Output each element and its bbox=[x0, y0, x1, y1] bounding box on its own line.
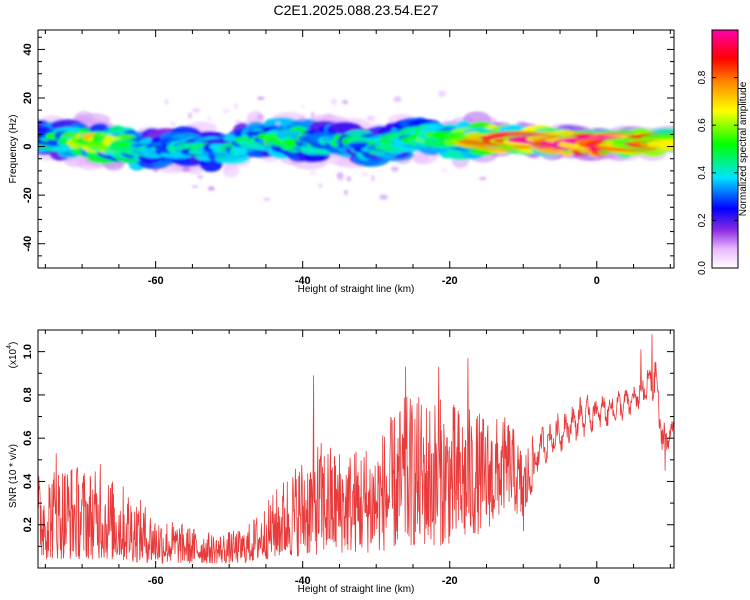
colorbar-tick-label: 0.0 bbox=[697, 261, 708, 275]
spectrogram-speckle bbox=[192, 108, 201, 113]
spectrogram-speckle bbox=[182, 166, 191, 173]
spectrogram-speckle bbox=[390, 166, 399, 172]
colorbar-tick-label: 0.4 bbox=[697, 165, 708, 179]
x-tick-label: 0 bbox=[594, 275, 600, 287]
spectrogram-speckle bbox=[330, 98, 338, 105]
y-tick-label: 1.0 bbox=[22, 344, 34, 359]
spectrogram-speckle bbox=[235, 120, 242, 124]
spectrogram-speckle bbox=[342, 100, 348, 105]
spectrogram-frame bbox=[37, 29, 675, 269]
y-tick-label: 0.4 bbox=[22, 473, 34, 489]
x-tick-label: -60 bbox=[148, 275, 164, 287]
spectrogram-speckle bbox=[275, 121, 281, 127]
colorbar-gradient bbox=[711, 29, 739, 269]
spectrogram-speckle bbox=[263, 197, 271, 201]
spectrogram-speckle bbox=[164, 98, 169, 105]
spectrogram-speckle bbox=[222, 109, 230, 113]
spectrogram-speckle bbox=[301, 104, 305, 109]
x-tick-label: 0 bbox=[594, 575, 600, 587]
spectrogram-speckle bbox=[360, 172, 369, 177]
y-tick-label: 0 bbox=[22, 144, 34, 150]
spectrogram-speckle bbox=[224, 166, 232, 171]
spectrogram-speckle bbox=[366, 115, 376, 122]
x-tick-label: -20 bbox=[442, 275, 458, 287]
snr-y-scale-exp: 4 bbox=[6, 345, 13, 349]
spectrogram-y-ticks: -40 -20 0 20 40 bbox=[22, 36, 674, 257]
snr-y-scale-close: ) bbox=[8, 342, 19, 345]
y-tick-label: 20 bbox=[22, 92, 34, 104]
spectrogram-speckle bbox=[440, 168, 448, 172]
spectrogram-x-label: Height of straight line (km) bbox=[298, 284, 415, 295]
spectrogram-speckle bbox=[337, 174, 344, 182]
snr-y-scale-base: (x10 bbox=[8, 348, 19, 368]
spectrogram-y-label: Frequency (Hz) bbox=[8, 115, 19, 184]
y-tick-label: -20 bbox=[22, 187, 34, 203]
y-tick-label: 0.8 bbox=[22, 387, 34, 402]
spectrogram-speckle bbox=[257, 96, 265, 100]
x-tick-label: -20 bbox=[442, 575, 458, 587]
spectrogram-speckle bbox=[370, 174, 375, 182]
spectrogram-speckle bbox=[438, 90, 446, 98]
colorbar-label: Normalized spectral amplitude bbox=[738, 81, 749, 216]
y-tick-label: 0.2 bbox=[22, 517, 34, 532]
spectrogram-speckle bbox=[443, 119, 450, 124]
x-tick-label: -40 bbox=[295, 275, 311, 287]
snr-y-label: SNR (10 * v/v) bbox=[8, 444, 19, 508]
spectrogram-speckle bbox=[379, 194, 388, 200]
spectrogram-speckle bbox=[207, 186, 215, 191]
colorbar: 0.0 0.2 0.4 0.6 0.8 Normalized spectral ampl… bbox=[697, 29, 749, 275]
snr-y-scale: (x104) bbox=[6, 342, 19, 369]
spectrogram-speckle bbox=[344, 189, 348, 196]
colorbar-ticks: 0.0 0.2 0.4 0.6 0.8 bbox=[697, 70, 738, 275]
spectrogram-speckle bbox=[318, 183, 323, 189]
snr-x-label: Height of straight line (km) bbox=[298, 584, 415, 595]
spectrogram-panel: -60 -40 -20 0 -40 -20 0 20 40 Height of straigh… bbox=[8, 29, 675, 295]
spectrogram-speckle bbox=[346, 176, 352, 182]
snr-series-line bbox=[38, 334, 674, 564]
spectrogram-speckle bbox=[197, 174, 203, 180]
spectrogram-speckle bbox=[207, 116, 212, 121]
spectrogram-speckle bbox=[310, 170, 317, 176]
spectrogram-speckle bbox=[170, 121, 176, 127]
colorbar-tick-label: 0.2 bbox=[697, 213, 708, 227]
spectrogram-cell bbox=[231, 145, 248, 156]
spectrogram-speckle bbox=[234, 102, 238, 110]
spectrogram-blobs bbox=[38, 90, 674, 201]
y-tick-label: -40 bbox=[22, 236, 34, 252]
spectrogram-speckle bbox=[393, 96, 402, 103]
spectrogram-image bbox=[38, 30, 674, 268]
colorbar-tick-label: 0.6 bbox=[697, 118, 708, 132]
spectrogram-speckle bbox=[253, 117, 260, 122]
colorbar-tick-label: 0.8 bbox=[697, 70, 708, 84]
snr-panel: -60 -40 -20 0 0.2 0.4 0.6 0.8 1.0 Height of str… bbox=[6, 329, 675, 595]
spectrogram-speckle bbox=[187, 112, 193, 119]
spectrogram-speckle bbox=[153, 168, 159, 173]
x-tick-label: -40 bbox=[295, 575, 311, 587]
snr-frame bbox=[37, 329, 675, 569]
spectrogram-speckle bbox=[299, 116, 306, 121]
spectrogram-speckle bbox=[191, 185, 199, 189]
spectrogram-speckle bbox=[479, 176, 487, 181]
x-tick-label: -60 bbox=[148, 575, 164, 587]
spectrogram-speckle bbox=[310, 111, 315, 118]
snr-x-ticks: -60 -40 -20 0 bbox=[44, 330, 671, 587]
snr-y-ticks: 0.2 0.4 0.6 0.8 1.0 bbox=[22, 329, 674, 547]
y-tick-label: 0.6 bbox=[22, 431, 34, 446]
y-tick-label: 40 bbox=[22, 43, 34, 55]
spectrogram-x-ticks: -60 -40 -20 0 bbox=[44, 30, 671, 287]
chart-title: C2E1.2025.088.23.54.E27 bbox=[273, 2, 438, 18]
